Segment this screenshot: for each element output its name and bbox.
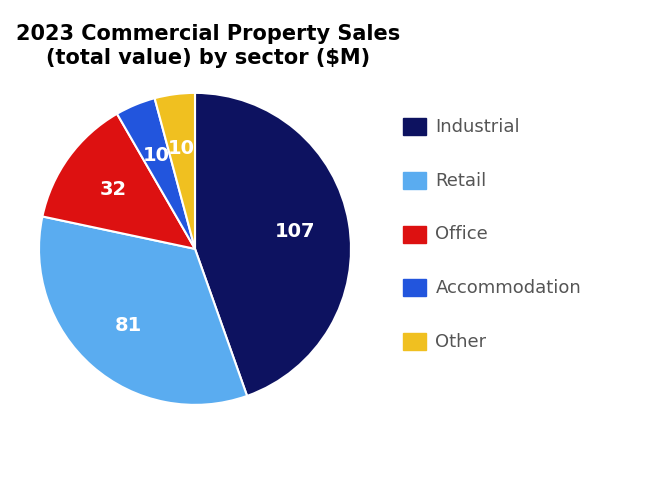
- Text: Office: Office: [436, 225, 488, 243]
- Text: 2023 Commercial Property Sales
(total value) by sector ($M): 2023 Commercial Property Sales (total va…: [16, 24, 400, 68]
- Text: Accommodation: Accommodation: [436, 279, 581, 297]
- Wedge shape: [42, 114, 195, 249]
- Text: 10: 10: [168, 139, 195, 158]
- Text: 81: 81: [114, 316, 142, 335]
- Text: Retail: Retail: [436, 172, 487, 189]
- Wedge shape: [195, 93, 351, 396]
- Text: 32: 32: [99, 180, 127, 199]
- Text: 10: 10: [143, 146, 170, 164]
- Wedge shape: [39, 217, 247, 405]
- Text: Other: Other: [436, 333, 487, 350]
- Text: 107: 107: [275, 222, 315, 241]
- Wedge shape: [117, 98, 195, 249]
- Wedge shape: [155, 93, 195, 249]
- Text: Industrial: Industrial: [436, 118, 520, 136]
